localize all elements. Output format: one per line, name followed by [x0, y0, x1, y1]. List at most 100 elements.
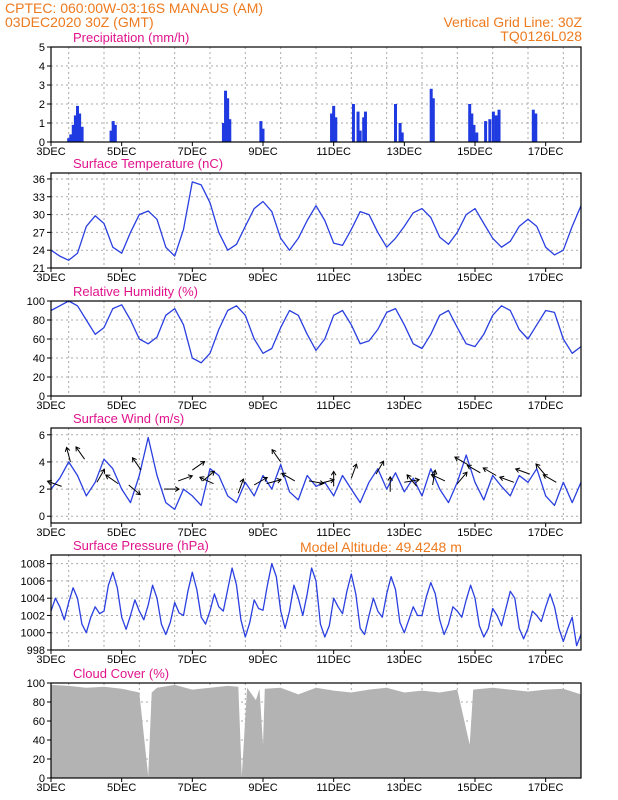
- precip-bar: [531, 109, 535, 142]
- precip-bar: [109, 130, 113, 142]
- y-tick-label: 4: [39, 457, 45, 469]
- wind-arrowhead: [379, 460, 385, 466]
- panel-4: 998 1000 1002 1004 1006 1008 3DEC 5DEC 7DEC 9DEC 1…: [21, 538, 582, 666]
- precip-bar: [221, 123, 225, 142]
- panel-title: Surface Temperature (nC): [73, 156, 223, 171]
- grid: [51, 428, 581, 523]
- y-tick-label: 21: [33, 263, 45, 275]
- wind-arrowhead: [498, 475, 505, 482]
- y-tick-label: 1002: [21, 610, 45, 622]
- wind-arrowhead: [431, 469, 438, 475]
- panel-title: Relative Humidity (%): [73, 284, 198, 299]
- x-tick-label: 7DEC: [178, 654, 207, 666]
- y-tick-label: 33: [33, 192, 45, 204]
- grid-note: Vertical Grid Line: 30Z: [443, 14, 582, 30]
- wind-arrowhead: [239, 478, 245, 484]
- precip-bar: [226, 98, 230, 142]
- x-tick-label: 11DEC: [316, 146, 351, 158]
- wind-arrow: [375, 460, 384, 475]
- location-header: CPTEC: 060:00W-03:16S MANAUS (AM): [5, 0, 264, 16]
- x-tick-label: 7DEC: [178, 782, 207, 794]
- panel-title: Surface Wind (m/s): [73, 411, 184, 426]
- wind-arrowhead: [482, 467, 488, 473]
- y-tick-label: 6: [39, 430, 45, 442]
- precip-bar: [470, 113, 474, 142]
- precip-bar: [488, 119, 492, 142]
- x-tick-label: 13DEC: [387, 146, 423, 158]
- x-tick-label: 9DEC: [248, 527, 277, 539]
- wind-arrowhead: [105, 474, 111, 480]
- wind-arrow: [253, 477, 268, 486]
- wind-arrowhead: [209, 470, 216, 476]
- wind-arrowhead: [387, 475, 394, 481]
- y-tick-label: 20: [33, 372, 45, 384]
- wind-arrowhead: [262, 476, 269, 482]
- precip-bar: [228, 119, 232, 142]
- x-tick-label: 17DEC: [528, 272, 564, 284]
- wind-arrow: [237, 478, 244, 494]
- y-tick-label: 20: [33, 754, 45, 766]
- y-tick-label: 27: [33, 227, 45, 239]
- wind-arrowhead: [319, 480, 325, 486]
- precip-bar: [431, 98, 435, 142]
- y-tick-label: 0: [39, 391, 45, 403]
- precip-bar: [534, 113, 538, 142]
- precip-bar: [334, 117, 338, 142]
- wind-arrowhead: [174, 486, 181, 492]
- x-tick-label: 15DEC: [457, 272, 493, 284]
- wind-arrowhead: [454, 456, 460, 462]
- precip-bar: [76, 105, 79, 142]
- wind-arrowhead: [514, 467, 521, 473]
- precip-bar: [356, 111, 360, 142]
- x-tick-label: 13DEC: [387, 654, 423, 666]
- x-tick-label: 11DEC: [316, 400, 351, 412]
- panel-frame: [50, 172, 582, 269]
- wind-arrow: [271, 449, 282, 463]
- precip-bar: [78, 113, 82, 142]
- x-tick-label: 5DEC: [107, 654, 136, 666]
- y-tick-label: 60: [33, 334, 45, 346]
- grid: [51, 301, 581, 396]
- precip-bar: [429, 88, 433, 142]
- precip-bar: [398, 123, 402, 142]
- x-tick-label: 5DEC: [107, 272, 136, 284]
- wind-arrowhead: [64, 446, 71, 452]
- y-tick-label: 1004: [21, 593, 45, 605]
- x-tick-label: 7DEC: [178, 400, 207, 412]
- precip-bar: [472, 124, 476, 142]
- wind-arrow: [499, 476, 515, 483]
- y-tick-label: 998: [27, 645, 45, 657]
- y-tick-label: 80: [33, 697, 45, 709]
- wind-arrowhead: [199, 476, 205, 482]
- wind-arrowhead: [535, 463, 541, 469]
- x-tick-label: 17DEC: [528, 527, 564, 539]
- wind-arrows: [46, 446, 557, 496]
- x-tick-label: 11DEC: [316, 272, 351, 284]
- wind-arrow: [431, 474, 446, 482]
- wind-arrow: [75, 446, 85, 460]
- wind-arrow: [456, 471, 468, 484]
- x-tick-label: 13DEC: [387, 272, 423, 284]
- x-tick-label: 15DEC: [457, 654, 493, 666]
- x-tick-label: 3DEC: [36, 146, 65, 158]
- precip-bar: [332, 105, 336, 142]
- wind-arrowhead: [430, 473, 436, 479]
- wind-arrow: [482, 467, 497, 476]
- x-tick-label: 5DEC: [107, 782, 136, 794]
- wind-arrowhead: [75, 446, 81, 452]
- panel-title: Precipitation (mm/h): [73, 30, 189, 45]
- x-tick-label: 11DEC: [316, 654, 351, 666]
- y-tick-label: 40: [33, 353, 45, 365]
- y-tick-label: 2: [39, 484, 45, 496]
- x-tick-label: 9DEC: [248, 400, 277, 412]
- wind-arrow: [66, 447, 71, 463]
- wind-arrow: [350, 463, 357, 479]
- series-line: [50, 562, 582, 647]
- date-header: 03DEC2020 30Z (GMT): [5, 14, 154, 30]
- x-tick-label: 7DEC: [178, 272, 207, 284]
- x-tick-label: 13DEC: [387, 782, 423, 794]
- wind-arrow: [105, 474, 119, 485]
- precip-bar: [73, 115, 77, 142]
- x-tick-label: 11DEC: [316, 782, 351, 794]
- wind-arrow: [281, 472, 296, 482]
